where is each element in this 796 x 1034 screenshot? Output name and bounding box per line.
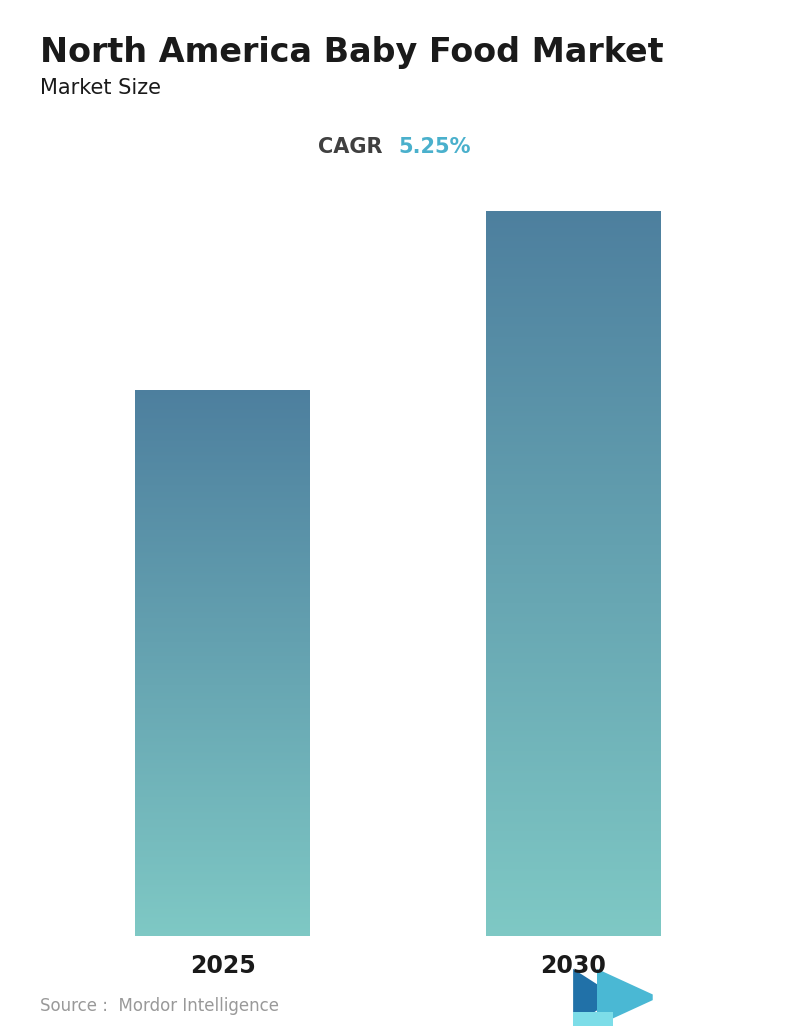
Polygon shape <box>573 1011 613 1026</box>
Text: Market Size: Market Size <box>40 78 161 97</box>
Text: Source :  Mordor Intelligence: Source : Mordor Intelligence <box>40 998 279 1015</box>
Text: North America Baby Food Market: North America Baby Food Market <box>40 36 663 69</box>
Text: CAGR: CAGR <box>318 136 382 157</box>
Text: 2030: 2030 <box>540 954 606 978</box>
Polygon shape <box>573 969 613 1026</box>
Text: 5.25%: 5.25% <box>398 136 470 157</box>
Text: 2025: 2025 <box>190 954 256 978</box>
Polygon shape <box>597 969 653 1026</box>
